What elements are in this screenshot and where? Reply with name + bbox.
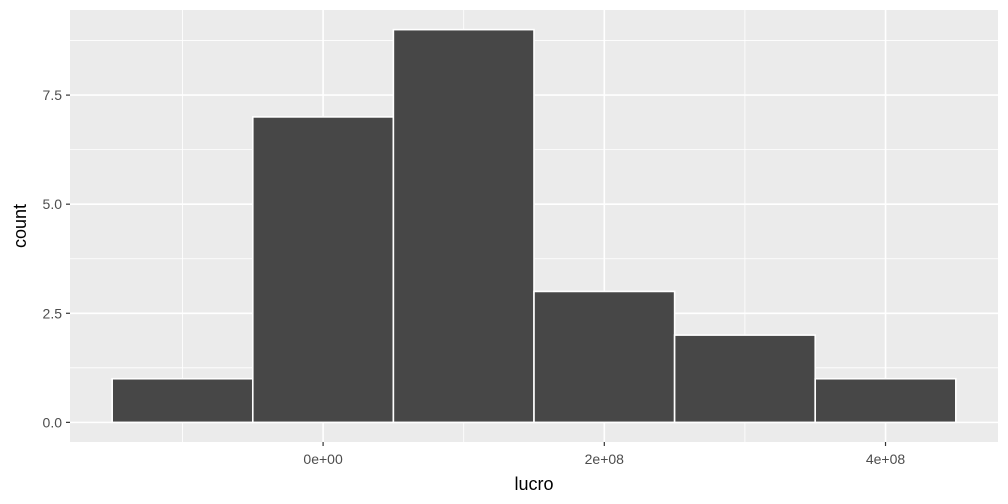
y-tick-label: 5.0: [43, 196, 63, 212]
x-tick-label: 0e+00: [303, 451, 343, 467]
histogram-bar: [392, 28, 535, 424]
y-axis-title: count: [10, 204, 30, 248]
histogram-bars: [111, 28, 957, 424]
histogram-bar: [111, 377, 254, 424]
histogram-bar: [673, 334, 817, 424]
histogram-bar: [251, 116, 395, 424]
y-axis: 0.0 2.5 5.0 7.5: [43, 87, 70, 430]
y-tick-label: 2.5: [43, 305, 63, 321]
histogram-bar: [533, 290, 676, 424]
x-axis-title: lucro: [514, 474, 553, 494]
y-tick-label: 7.5: [43, 87, 63, 103]
x-tick-label: 4e+08: [866, 451, 906, 467]
y-tick-label: 0.0: [43, 414, 63, 430]
x-tick-label: 2e+08: [585, 451, 625, 467]
x-axis: 0e+00 2e+08 4e+08: [303, 442, 905, 467]
histogram-bar: [814, 377, 957, 424]
